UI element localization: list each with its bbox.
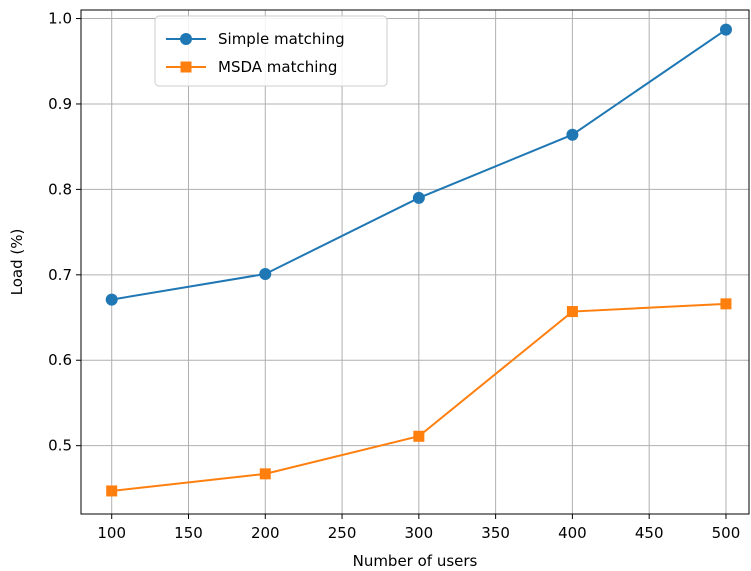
y-tick-label: 0.8: [48, 180, 72, 198]
legend-marker: [180, 61, 192, 73]
x-tick-label: 350: [481, 524, 510, 542]
grid-lines: [81, 10, 749, 514]
axis-ticks: 100 150 200 250 300 350 400 450 500 0.5 0.6 0.7 0.8 0…: [48, 10, 740, 542]
data-point: [413, 430, 425, 442]
x-tick-label: 300: [405, 524, 434, 542]
legend-box: [154, 15, 388, 87]
legend-item: Simple matching: [166, 30, 345, 48]
series-1: [105, 23, 732, 306]
x-tick-label: 250: [328, 524, 357, 542]
x-tick-label: 150: [174, 524, 203, 542]
series-2: [106, 298, 732, 497]
y-axis-label: Load (%): [8, 229, 26, 296]
data-point: [412, 191, 425, 204]
legend-item: MSDA matching: [166, 58, 337, 76]
legend-label: Simple matching: [218, 30, 345, 48]
y-tick-label: 0.5: [48, 437, 72, 455]
series-layer: [105, 23, 732, 497]
legend: Simple matching MSDA matching: [154, 15, 388, 87]
plot-area-frame: [80, 9, 750, 515]
data-point: [259, 468, 271, 480]
y-tick-label: 0.9: [48, 95, 72, 113]
data-point: [259, 267, 272, 280]
x-tick-label: 100: [97, 524, 126, 542]
data-point: [566, 306, 578, 318]
y-tick-label: 1.0: [48, 10, 72, 28]
data-point: [720, 298, 732, 310]
data-point: [719, 23, 732, 36]
data-point: [106, 485, 118, 497]
legend-label: MSDA matching: [218, 58, 337, 76]
data-point: [105, 293, 118, 306]
x-tick-label: 400: [558, 524, 587, 542]
y-tick-label: 0.7: [48, 266, 72, 284]
x-tick-label: 450: [635, 524, 664, 542]
data-point: [566, 128, 579, 141]
x-axis-label: Number of users: [353, 552, 478, 570]
y-tick-label: 0.6: [48, 351, 72, 369]
legend-marker: [180, 33, 192, 45]
x-tick-label: 200: [251, 524, 280, 542]
x-tick-label: 500: [712, 524, 741, 542]
